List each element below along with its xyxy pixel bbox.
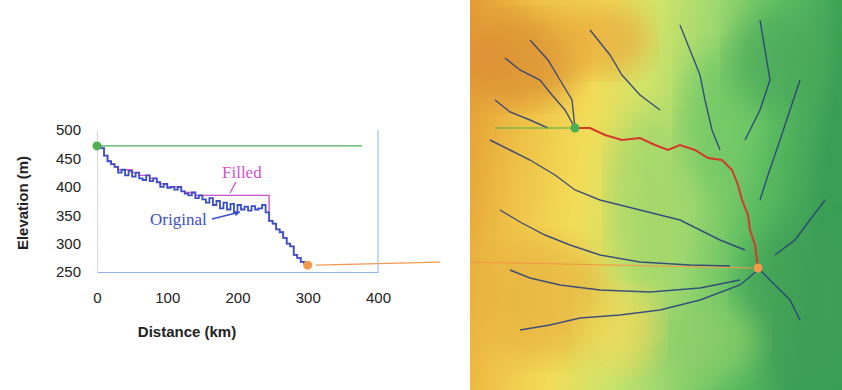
source-dot: [571, 124, 580, 133]
y-axis-title: Elevation (m): [14, 156, 31, 250]
tick: 300: [56, 235, 97, 252]
stream: [530, 40, 575, 128]
outlet-dot: [754, 264, 763, 273]
connector: [495, 127, 575, 128]
tick-label: 100: [155, 289, 180, 306]
tick: 400: [56, 178, 97, 195]
stream: [760, 270, 800, 320]
connector: [97, 145, 362, 146]
plot-area: [93, 141, 313, 269]
profile-line: [97, 146, 308, 265]
tick-label: 350: [56, 207, 81, 224]
tick-label: 250: [56, 263, 81, 280]
y-axis: 250 300 350 400 450 500: [56, 121, 98, 280]
tick: 500: [56, 121, 97, 138]
plot-frame: [378, 130, 379, 272]
point: [93, 141, 102, 150]
stream: [520, 270, 758, 330]
stream: [510, 270, 740, 292]
tick-label: 200: [225, 289, 250, 306]
annotation-arrow: [212, 212, 240, 219]
annotation: Original: [150, 210, 207, 229]
stream: [680, 25, 720, 150]
tick: 450: [56, 150, 97, 167]
map: [470, 0, 842, 390]
tick: 0: [93, 272, 101, 306]
point: [303, 261, 312, 270]
tick-label: 0: [93, 289, 101, 306]
stream: [505, 58, 575, 128]
stream: [500, 210, 730, 266]
stream: [775, 200, 825, 255]
tick-label: 400: [56, 178, 81, 195]
tick: 250: [56, 263, 97, 280]
tick: 300: [296, 272, 321, 306]
axis-line: [98, 272, 379, 273]
main-channel: [575, 128, 758, 268]
terrain-patch: [730, 10, 830, 110]
stream: [495, 100, 548, 128]
tick: 350: [56, 207, 97, 224]
stream: [760, 80, 800, 200]
tick-label: 300: [56, 235, 81, 252]
tick-label: 300: [296, 289, 321, 306]
x-axis: 0 100 200 300 400: [93, 272, 391, 306]
figure: 0 100 200 300 400 250 300 350 400 450 500 Distance …: [0, 0, 842, 390]
annotation-arrow: [230, 182, 236, 193]
annotation-arrowhead: [233, 211, 240, 216]
connector: [470, 262, 752, 268]
x-axis-title: Distance (km): [138, 323, 236, 340]
tick-label: 450: [56, 150, 81, 167]
tick: 100: [155, 272, 180, 306]
annotation: Filled: [222, 163, 262, 182]
tick-label: 500: [56, 121, 81, 138]
tick-label: 400: [366, 289, 391, 306]
terrain-patch: [550, 5, 650, 75]
profile-line: [97, 146, 308, 265]
terrain-patch: [580, 290, 660, 370]
tick: 400: [366, 272, 391, 306]
stream: [590, 30, 660, 110]
tick: 200: [225, 272, 250, 306]
stream: [745, 20, 770, 140]
axis-line: [97, 131, 98, 273]
